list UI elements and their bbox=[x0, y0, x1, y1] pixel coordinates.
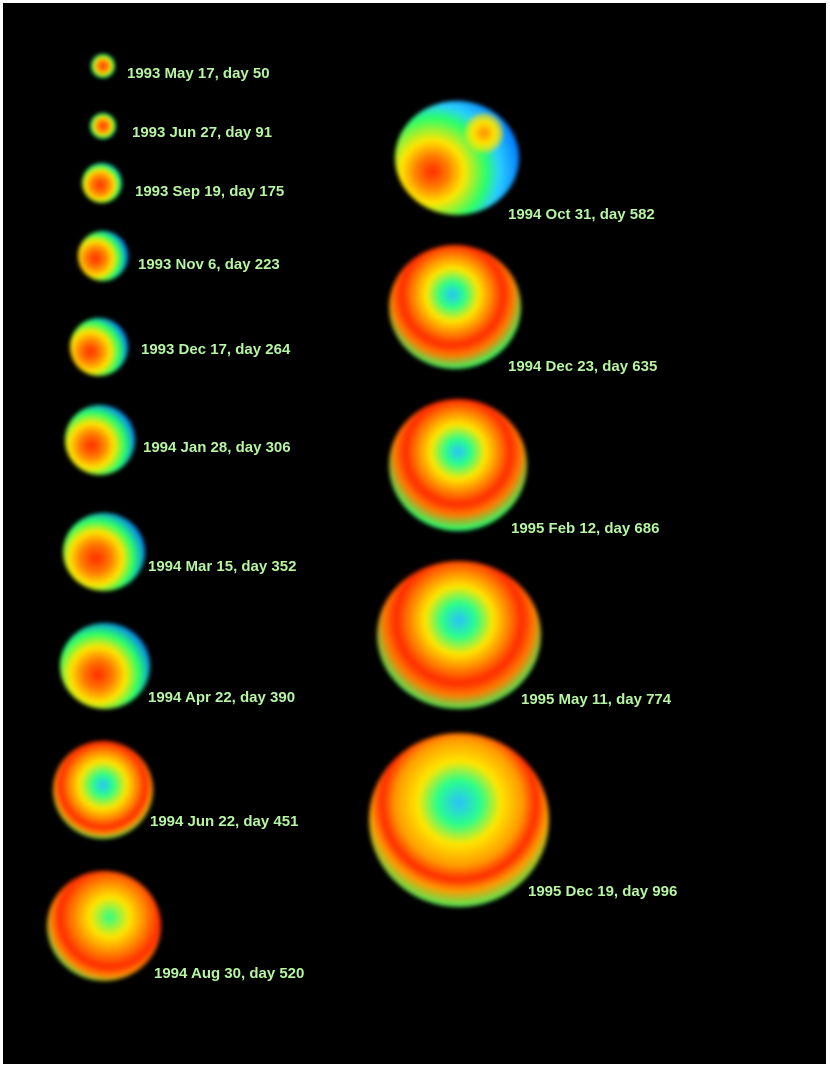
radio-image-1993-nov-6 bbox=[78, 231, 128, 281]
radio-image-1994-jun-22 bbox=[53, 741, 153, 839]
frame-label: 1994 Oct 31, day 582 bbox=[508, 206, 655, 223]
radio-image-1994-oct-31 bbox=[395, 101, 519, 215]
radio-image-1994-jan-28 bbox=[65, 405, 135, 475]
frame-label: 1995 Dec 19, day 996 bbox=[528, 883, 678, 900]
radio-image-1994-apr-22 bbox=[60, 623, 150, 709]
radio-image-1994-mar-15 bbox=[63, 513, 145, 591]
frame-label: 1995 May 11, day 774 bbox=[521, 691, 672, 708]
frame-label: 1994 Jun 22, day 451 bbox=[150, 813, 299, 830]
radio-image-1993-may-17 bbox=[91, 54, 115, 78]
frame-label: 1993 Jun 27, day 91 bbox=[132, 124, 273, 141]
radio-image-1994-dec-23 bbox=[389, 245, 521, 369]
frame-label: 1994 Apr 22, day 390 bbox=[148, 689, 296, 706]
frame-label: 1994 Aug 30, day 520 bbox=[154, 965, 305, 982]
frame-label: 1994 Dec 23, day 635 bbox=[508, 358, 658, 375]
radio-image-1993-jun-27 bbox=[90, 113, 116, 139]
radio-image-1994-oct-31-knot bbox=[465, 113, 503, 153]
frame-label: 1993 May 17, day 50 bbox=[127, 65, 270, 82]
frame-label: 1993 Dec 17, day 264 bbox=[141, 341, 291, 358]
radio-image-1993-dec-17 bbox=[70, 318, 128, 376]
radio-image-1994-aug-30 bbox=[47, 871, 161, 981]
frame-label: 1993 Sep 19, day 175 bbox=[135, 183, 285, 200]
image-panel: 1993 May 17, day 50 1993 Jun 27, day 91 … bbox=[3, 3, 826, 1064]
frame-label: 1995 Feb 12, day 686 bbox=[511, 520, 660, 537]
radio-image-1995-may-11 bbox=[377, 561, 541, 709]
radio-image-1993-sep-19 bbox=[82, 163, 122, 203]
frame-label: 1994 Mar 15, day 352 bbox=[148, 558, 297, 575]
radio-image-1995-dec-19 bbox=[369, 733, 549, 907]
frame-label: 1994 Jan 28, day 306 bbox=[143, 439, 291, 456]
frame-label: 1993 Nov 6, day 223 bbox=[138, 256, 280, 273]
radio-image-1995-feb-12 bbox=[389, 399, 527, 531]
